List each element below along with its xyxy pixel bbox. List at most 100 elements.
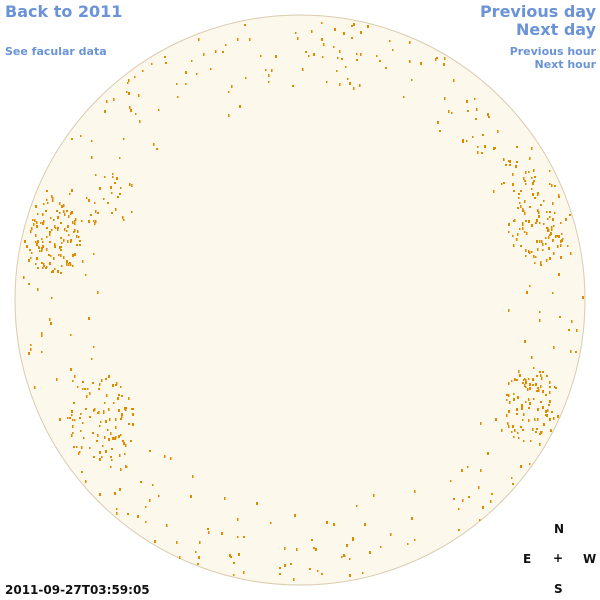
next-day-link[interactable]: Next day (516, 20, 596, 39)
facular-point (513, 393, 515, 395)
facular-point (41, 334, 43, 337)
facular-point (102, 445, 104, 447)
compass-center-icon: + (553, 551, 564, 565)
facular-point (526, 232, 528, 235)
facular-point (535, 431, 537, 433)
facular-point (105, 378, 107, 380)
facular-point (41, 332, 43, 334)
facular-point (549, 170, 551, 172)
facular-point (290, 563, 292, 565)
facular-point (34, 386, 36, 389)
facular-point (558, 273, 560, 276)
facular-point (107, 202, 109, 204)
facular-point (122, 216, 124, 219)
facular-point (549, 211, 551, 213)
facular-point (70, 264, 72, 266)
facular-point (119, 454, 121, 457)
facular-point (80, 413, 82, 415)
facular-point (52, 270, 54, 273)
facular-point (553, 346, 555, 349)
facular-point (36, 243, 38, 246)
facular-point (295, 32, 297, 34)
facular-point (42, 213, 44, 216)
facular-point (546, 227, 548, 229)
facular-point (545, 394, 547, 396)
facular-point (95, 174, 97, 176)
previous-day-link[interactable]: Previous day (479, 2, 596, 21)
facular-point (550, 430, 552, 432)
facular-point (43, 265, 45, 267)
facular-point (46, 248, 48, 251)
facular-point (86, 197, 88, 199)
facular-point (517, 233, 519, 236)
facular-point (54, 243, 56, 246)
facular-point (549, 257, 551, 260)
facular-point (458, 529, 460, 531)
facular-point (74, 253, 76, 256)
facular-point (128, 423, 130, 425)
facular-point (392, 49, 394, 51)
facular-point (95, 220, 97, 223)
facular-point (198, 556, 200, 559)
facular-point (528, 220, 530, 223)
facular-point (92, 432, 94, 434)
facular-point (57, 229, 59, 231)
facular-point (113, 402, 115, 404)
facular-point (110, 432, 112, 435)
back-to-year-link[interactable]: Back to 2011 (5, 2, 123, 21)
next-hour-link[interactable]: Next hour (534, 58, 597, 71)
facular-point (208, 531, 210, 534)
facular-point (129, 106, 131, 109)
facular-point (99, 493, 101, 496)
facular-point (453, 498, 455, 500)
facular-point (515, 379, 517, 381)
facular-point (76, 446, 78, 448)
facular-point (435, 58, 437, 61)
facular-point (529, 383, 531, 386)
facular-point (491, 493, 493, 495)
facular-point (74, 419, 76, 421)
facular-point (553, 252, 555, 255)
see-facular-data-link[interactable]: See facular data (5, 45, 107, 58)
facular-point (76, 244, 78, 246)
facular-point (108, 438, 110, 441)
facular-point (53, 257, 55, 260)
facular-point (462, 140, 464, 143)
facular-point (523, 379, 525, 381)
facular-point (156, 148, 158, 150)
facular-point (221, 532, 223, 535)
facular-point (118, 394, 120, 396)
facular-point (528, 419, 530, 422)
previous-hour-link[interactable]: Previous hour (509, 45, 596, 58)
facular-point (514, 378, 516, 381)
facular-point (256, 502, 258, 505)
facular-point (75, 218, 77, 221)
facular-point (119, 157, 121, 159)
facular-point (462, 499, 464, 502)
facular-point (118, 409, 120, 412)
facular-point (501, 183, 503, 185)
facular-point (439, 130, 441, 132)
facular-point (536, 428, 538, 430)
facular-point (555, 235, 557, 238)
facular-point (552, 292, 554, 294)
facular-point (60, 237, 62, 239)
facular-point (112, 437, 114, 440)
facular-point (122, 440, 124, 442)
facular-point (70, 239, 72, 242)
facular-point (87, 388, 89, 390)
facular-point (528, 171, 530, 173)
facular-point (349, 574, 351, 577)
facular-point (323, 43, 325, 46)
facular-point (72, 425, 74, 428)
facular-point (68, 263, 70, 266)
facular-point (233, 574, 235, 576)
facular-point (52, 199, 54, 202)
facular-point (534, 262, 536, 264)
facular-point (551, 226, 553, 229)
facular-point (541, 240, 543, 243)
facular-point (50, 217, 52, 219)
facular-point (123, 219, 125, 221)
facular-point (111, 459, 113, 461)
facular-point (467, 466, 469, 468)
